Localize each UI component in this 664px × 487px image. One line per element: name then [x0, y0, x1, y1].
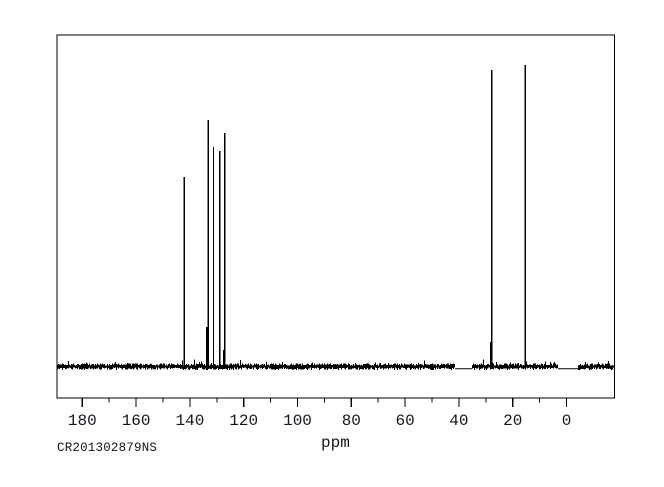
x-tick-label: 20 — [503, 412, 522, 430]
baseline-noise — [56, 359, 615, 370]
x-tick-label: 100 — [283, 412, 312, 430]
x-tick-label: 120 — [229, 412, 258, 430]
x-tick-label: 60 — [395, 412, 414, 430]
x-tick-label: 180 — [68, 412, 97, 430]
sample-id-label: CR201302879NS — [57, 441, 158, 455]
x-tick-label: 0 — [562, 412, 572, 430]
x-tick-label: 140 — [175, 412, 204, 430]
x-tick-label: 40 — [449, 412, 468, 430]
x-tick-label: 160 — [122, 412, 151, 430]
plot-frame — [56, 34, 616, 399]
x-tick-label: 80 — [342, 412, 361, 430]
x-axis-unit-label: ppm — [321, 434, 350, 452]
